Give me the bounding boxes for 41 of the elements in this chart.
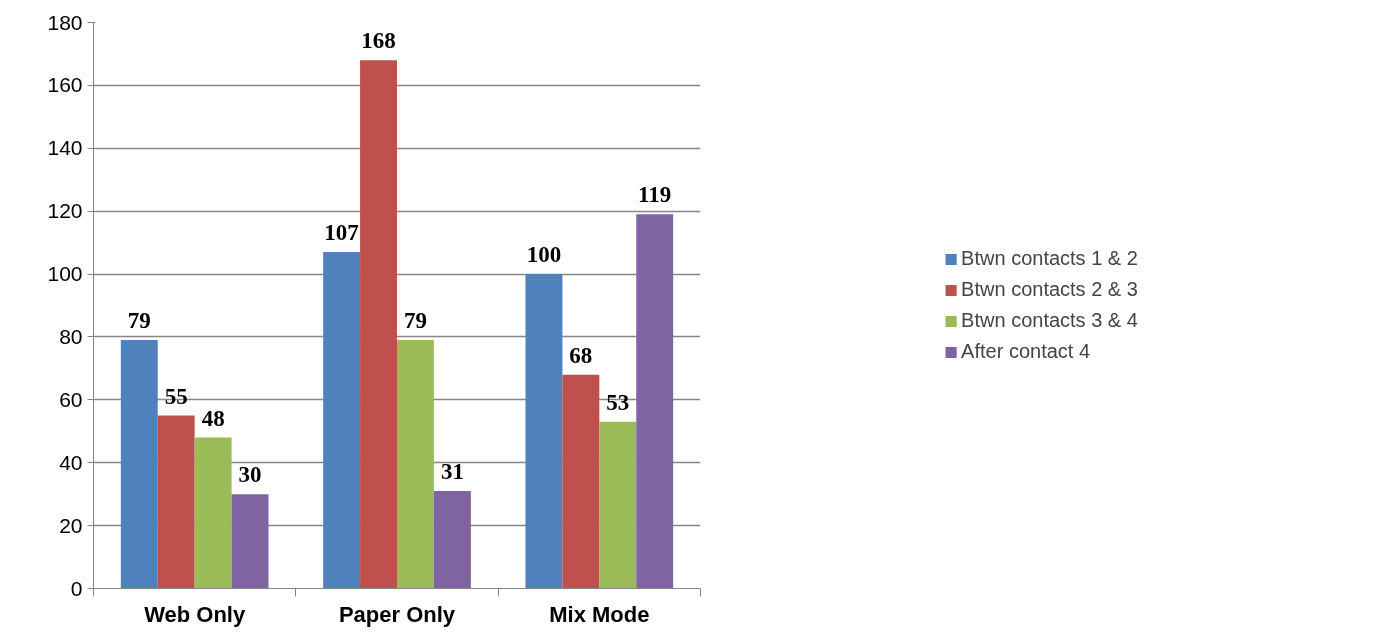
- data-label: 53: [606, 389, 630, 415]
- y-tick-label: 140: [47, 136, 83, 160]
- y-tick-label: 180: [47, 10, 83, 34]
- data-label: 55: [164, 383, 188, 409]
- y-tick-label: 0: [70, 576, 83, 600]
- bar: [323, 252, 361, 589]
- y-tick-label: 80: [59, 324, 83, 348]
- bar: [599, 421, 637, 589]
- legend-label: After contact 4: [961, 340, 1091, 363]
- data-label: 79: [127, 308, 151, 334]
- data-label: 168: [361, 28, 396, 54]
- bar: [525, 274, 563, 589]
- data-label: 107: [324, 220, 359, 246]
- data-label: 100: [526, 242, 562, 268]
- y-tick-label: 120: [47, 199, 83, 223]
- data-label: 119: [638, 182, 672, 208]
- y-tick-label: 40: [59, 450, 83, 474]
- bar: [562, 374, 600, 589]
- y-tick-label: 100: [47, 262, 83, 286]
- bar: [636, 214, 674, 589]
- y-tick-label: 160: [47, 73, 83, 97]
- y-tick-label: 60: [59, 387, 83, 411]
- legend-label: Btwn contacts 3 & 4: [961, 309, 1138, 332]
- x-tick-label: Web Only: [144, 601, 246, 627]
- data-label: 31: [440, 459, 464, 485]
- legend-label: Btwn contacts 2 & 3: [961, 278, 1138, 301]
- bar: [397, 340, 434, 589]
- data-label: 68: [569, 342, 593, 368]
- bar: [194, 437, 232, 589]
- legend-label: Btwn contacts 1 & 2: [961, 247, 1138, 270]
- x-tick-label: Paper Only: [338, 601, 456, 627]
- bar: [360, 60, 397, 589]
- bar: [433, 491, 471, 589]
- data-label: 30: [238, 462, 262, 488]
- x-tick-label: Mix Mode: [549, 601, 650, 627]
- y-tick-label: 20: [59, 513, 83, 537]
- data-label: 48: [201, 405, 225, 431]
- bar: [157, 415, 195, 589]
- bar: [120, 340, 158, 589]
- bar: [231, 494, 269, 589]
- data-label: 79: [403, 308, 427, 334]
